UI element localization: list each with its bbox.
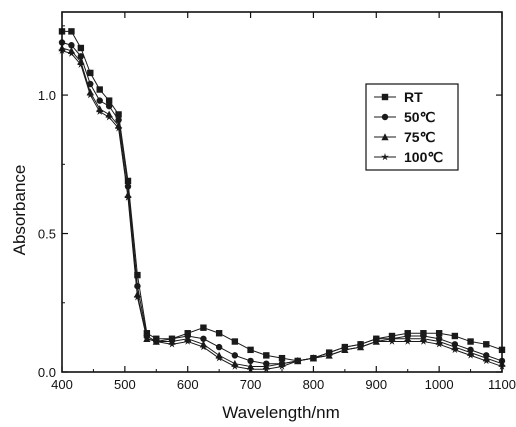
series-4-point <box>278 362 286 370</box>
series-4-point <box>466 351 475 359</box>
legend-label-2: 50℃ <box>404 109 436 125</box>
legend: RT 50℃ 75℃ 100℃ <box>365 83 459 171</box>
series-4-point <box>325 351 333 359</box>
axes-layer: 400 500 600 700 800 900 1000 1100 0.0 0.5 1.0 <box>38 11 516 392</box>
series-1-point <box>68 28 75 35</box>
series-1-point <box>435 330 443 337</box>
series-4-point <box>77 60 85 68</box>
x-tick-label: 900 <box>365 377 387 392</box>
series-2-point <box>68 42 75 49</box>
series-1-point <box>115 111 122 118</box>
y-axis-label: Absorbance <box>10 165 29 256</box>
series-4-point <box>114 124 123 132</box>
series-4-point <box>168 340 176 348</box>
series-4-point <box>388 337 396 345</box>
series-2-point <box>134 282 141 290</box>
series-1-point <box>87 69 94 77</box>
x-tick-label: 400 <box>51 377 73 392</box>
legend-label-1: RT <box>404 89 423 105</box>
legend-marker-4 <box>381 153 389 161</box>
x-axis-label: Wavelength/nm <box>222 403 339 422</box>
series-1-point <box>483 341 490 348</box>
series-2-point <box>247 357 254 365</box>
legend-label-4: 100℃ <box>404 149 443 165</box>
series-4-point <box>215 354 223 362</box>
series-4-point <box>199 343 208 351</box>
legend-marker-3 <box>381 133 389 141</box>
legend-marker-2 <box>381 113 389 121</box>
series-4-point <box>231 362 239 370</box>
series-1-point <box>96 86 103 93</box>
x-tick-label: 1100 <box>488 377 516 392</box>
series-4-point <box>419 337 428 345</box>
series-1-point <box>200 324 207 331</box>
series-4-point <box>67 49 76 57</box>
series-4-point <box>309 354 318 362</box>
series-1-point <box>263 352 270 359</box>
series-2-point <box>115 116 122 124</box>
y-tick-label: 1.0 <box>38 88 56 103</box>
series-1-point <box>134 271 141 279</box>
series-4-point <box>482 356 491 365</box>
x-tick-label: 1000 <box>425 377 454 392</box>
series-2-point <box>77 53 85 60</box>
series-4-point <box>124 193 132 201</box>
x-tick-label: 500 <box>114 377 136 392</box>
series-4-point <box>293 356 302 365</box>
legend-label-3: 75℃ <box>404 129 436 145</box>
series-2-point <box>96 97 103 104</box>
series-4-point <box>183 337 192 345</box>
series-2-point <box>215 343 223 351</box>
series-1-point <box>215 330 223 337</box>
series-1-point <box>451 332 459 340</box>
y-tick-label: 0.5 <box>38 227 56 242</box>
series-4-point <box>451 345 459 354</box>
series-1-point <box>247 346 254 354</box>
series-2-point <box>105 102 113 110</box>
legend-box <box>365 83 459 171</box>
y-tick-label: 0.0 <box>38 365 56 380</box>
series-2-point <box>231 352 239 359</box>
series-4-point <box>105 113 113 121</box>
series-4-point <box>86 91 95 99</box>
series-4-point <box>403 337 412 345</box>
series-1-point <box>467 338 474 345</box>
series-4-point <box>133 293 142 301</box>
series-1-point <box>105 97 113 104</box>
series-1-point <box>231 338 239 345</box>
series-4-point <box>262 365 271 373</box>
x-tick-label: 600 <box>177 377 199 392</box>
series-4-point <box>356 343 365 351</box>
series-4-point <box>341 345 349 354</box>
x-tick-label: 700 <box>240 377 262 392</box>
x-tick-label: 800 <box>303 377 325 392</box>
legend-marker-1 <box>381 93 389 101</box>
series-4-point <box>152 337 161 345</box>
series-1-point <box>77 44 85 52</box>
plot-layer <box>58 28 506 373</box>
series-4-point <box>143 334 151 343</box>
series-2-point <box>200 335 207 342</box>
series-1-point <box>278 354 286 362</box>
series-1-point <box>124 177 132 185</box>
series-4-point <box>435 340 443 348</box>
series-4-point <box>95 107 104 115</box>
series-4-point <box>372 337 381 345</box>
